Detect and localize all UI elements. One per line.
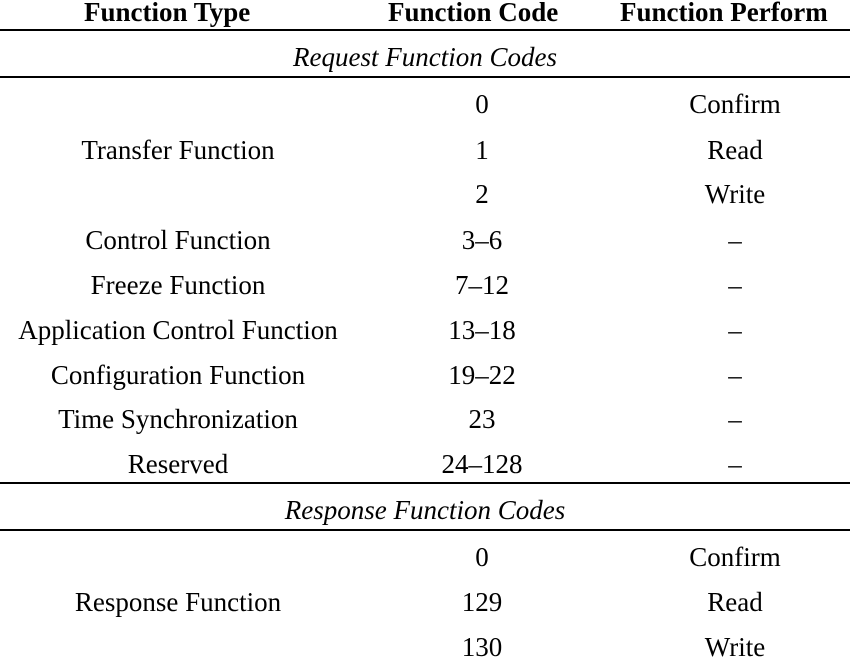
row-code: 7–12: [455, 270, 509, 300]
row-type: Time Synchronization: [58, 404, 298, 434]
header-function-perform: Function Perform: [620, 0, 828, 27]
row-type-transfer: Transfer Function: [81, 135, 275, 165]
response-top-rule: [0, 482, 850, 484]
row-perform: Read: [707, 135, 763, 165]
row-code: 0: [475, 89, 489, 119]
row-code: 19–22: [448, 360, 516, 390]
row-code: 129: [461, 587, 503, 617]
row-code: 130: [461, 632, 503, 662]
row-perform: –: [728, 225, 742, 255]
row-type: Freeze Function: [90, 270, 266, 300]
row-perform: –: [728, 360, 742, 390]
section-title-response: Response Function Codes: [284, 495, 566, 525]
row-code: 13–18: [448, 315, 516, 345]
row-code: 2: [475, 179, 489, 209]
header-function-code: Function Code: [388, 0, 559, 27]
row-type: Application Control Function: [18, 315, 338, 345]
row-perform: Confirm: [689, 542, 781, 572]
row-perform: –: [728, 315, 742, 345]
row-perform: –: [728, 404, 742, 434]
header-function-type: Function Type: [84, 0, 251, 27]
row-perform: Read: [707, 587, 763, 617]
response-rule: [0, 529, 850, 531]
row-perform: –: [728, 270, 742, 300]
row-type: Configuration Function: [50, 360, 306, 390]
section-title-request: Request Function Codes: [293, 42, 557, 72]
row-code: 24–128: [441, 449, 523, 479]
header-rule: [0, 29, 850, 31]
row-code: 1: [475, 135, 489, 165]
row-type: Reserved: [127, 449, 229, 479]
row-perform: Write: [704, 179, 766, 209]
row-type: Control Function: [85, 225, 271, 255]
row-perform: Write: [704, 632, 766, 662]
row-code: 3–6: [461, 225, 503, 255]
request-rule: [0, 76, 850, 78]
row-perform: Confirm: [689, 89, 781, 119]
row-code: 0: [475, 542, 489, 572]
row-code: 23: [468, 404, 496, 434]
row-perform: –: [728, 449, 742, 479]
row-type-response: Response Function: [74, 587, 282, 617]
